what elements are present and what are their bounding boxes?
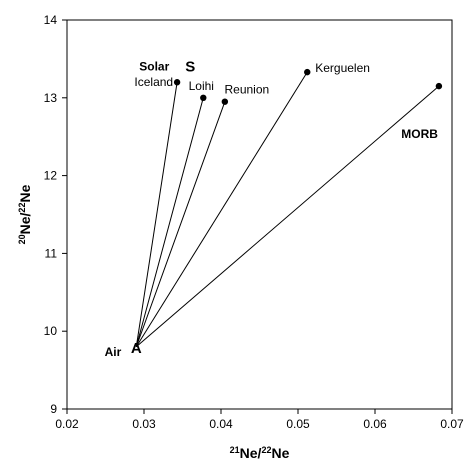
mixing-line-reunion	[135, 101, 226, 347]
air-label: Air	[105, 345, 122, 359]
label-reunion: Reunion	[224, 83, 269, 97]
x-axis-title: 21Ne/22Ne	[230, 445, 290, 461]
mixing-line-kerguelen	[135, 71, 308, 348]
mixing-line-loihi	[135, 97, 204, 347]
x-tick-label: 0.02	[55, 417, 79, 431]
x-tick-label: 0.05	[286, 417, 310, 431]
x-tick-label: 0.06	[363, 417, 387, 431]
label-iceland: Iceland	[134, 75, 173, 89]
y-axis-title: 20Ne/22Ne	[17, 184, 33, 244]
point-reunion	[221, 98, 229, 105]
label-kerguelen: Kerguelen	[315, 61, 370, 75]
point-labels: Iceland Loihi Reunion Kerguelen MORB A Air S Sol…	[105, 59, 439, 359]
point-morb	[435, 82, 443, 90]
x-tick-label: 0.04	[209, 417, 233, 431]
air-marker: A	[131, 340, 142, 357]
y-tick-label: 12	[44, 169, 58, 183]
point-iceland	[173, 79, 181, 86]
axis-ticks: 0.02 0.03 0.04 0.05 0.06 0.07 9 10 11 12 13 14	[44, 13, 464, 431]
x-tick-label: 0.07	[440, 417, 464, 431]
y-tick-label: 11	[45, 246, 58, 260]
point-kerguelen	[304, 68, 311, 76]
point-loihi	[200, 94, 207, 102]
data-points	[173, 68, 443, 105]
y-tick-label: 13	[44, 91, 58, 105]
plot-frame	[66, 19, 453, 410]
mixing-line-iceland	[135, 82, 178, 347]
y-tick-label: 10	[44, 324, 58, 338]
y-tick-label: 14	[44, 13, 58, 27]
mixing-line-morb	[135, 85, 440, 348]
mixing-lines	[135, 71, 440, 348]
label-morb: MORB	[401, 127, 438, 141]
y-tick-label: 9	[50, 402, 57, 416]
x-tick-label: 0.03	[132, 417, 156, 431]
label-loihi: Loihi	[189, 79, 214, 93]
solar-label: Solar	[139, 60, 169, 74]
solar-marker: S	[185, 59, 195, 76]
